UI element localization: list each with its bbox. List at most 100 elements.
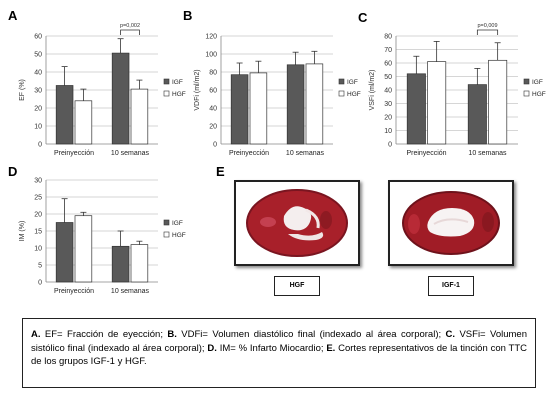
panel-label-e: E: [216, 164, 225, 179]
x-category-label: 10 semanas: [111, 150, 150, 157]
y-tick-label: 30: [34, 88, 42, 95]
x-category-label: 10 semanas: [286, 150, 325, 157]
x-category-label: Preinyección: [54, 288, 94, 295]
y-tick-label: 60: [209, 88, 217, 95]
chart-panel-d: D 0 5 10 15 20 25 30 IM (%) Preinyección 10 seman…: [8, 160, 198, 300]
chart-panel-c: C 0 10 20 30 40 50 60 70 80 VSFi (ml/m2) Preinyecc…: [358, 8, 548, 163]
bar-hgf: [249, 72, 268, 145]
caption-e-key: E.: [326, 342, 336, 354]
y-axis-title: VSFi (ml/m2): [369, 70, 376, 111]
panel-label-c: C: [358, 10, 368, 25]
y-tick-label: 0: [38, 142, 42, 149]
y-tick-label: 0: [38, 280, 42, 287]
igf1-heart-section-image: [388, 180, 514, 266]
figure-caption: A. EF= Fracción de eyección; B. VDFi= Vo…: [22, 318, 536, 388]
igf1-image-label: IGF-1: [428, 276, 474, 296]
bar-igf: [230, 74, 249, 145]
bar-hgf: [488, 59, 508, 145]
y-tick-label: 20: [384, 115, 392, 122]
significance-label: p=0,002: [120, 23, 140, 29]
chart-panel-a: A 0 10 20 30 40 50 60 EF (%) Preinyección 10 sema…: [8, 8, 188, 163]
legend-label-hgf: HGF: [347, 91, 361, 98]
y-tick-label: 40: [34, 70, 42, 77]
caption-a-key: A.: [31, 329, 41, 340]
bar-hgf: [74, 215, 93, 283]
y-axis-title: EF (%): [19, 79, 26, 101]
y-tick-label: 50: [34, 52, 42, 59]
x-category-label: Preinyección: [406, 150, 446, 157]
legend-swatch-igf: [338, 78, 345, 85]
hgf-heart-slice-drawing: [246, 189, 348, 257]
legend-label-igf: IGF: [347, 79, 358, 86]
y-tick-label: 50: [384, 74, 392, 81]
y-tick-label: 80: [209, 70, 217, 77]
x-category-label: Preinyección: [54, 150, 94, 157]
y-tick-label: 10: [34, 246, 42, 253]
y-tick-label: 40: [209, 106, 217, 113]
caption-a-text: EF= Fracción de eyección;: [40, 329, 168, 340]
y-tick-label: 60: [34, 34, 42, 41]
legend-swatch-hgf: [338, 90, 345, 97]
bar-chart-ef: 0 10 20 30 40 50 60 EF (%) Preinyección 10 semana…: [19, 23, 186, 157]
hgf-heart-section-image: [234, 180, 360, 266]
y-tick-label: 25: [34, 195, 42, 202]
legend-label-hgf: HGF: [532, 91, 546, 98]
panel-label-b: B: [183, 8, 193, 23]
caption-e-text: Cortes representativos de la tinción con…: [31, 342, 528, 368]
panel-label-d: D: [8, 164, 18, 179]
bar-igf: [111, 52, 130, 145]
y-tick-label: 30: [34, 178, 42, 185]
bar-igf: [55, 85, 74, 145]
legend-swatch-igf: [163, 219, 170, 226]
bar-hgf: [130, 88, 149, 145]
y-tick-label: 120: [205, 34, 217, 41]
bar-chart-vdfi: 0 20 40 60 80 100 120 VDFi (ml/m2) Preinyección 1…: [194, 34, 361, 158]
y-tick-label: 20: [34, 106, 42, 113]
y-tick-label: 20: [34, 212, 42, 219]
y-tick-label: 10: [34, 124, 42, 131]
legend-swatch-hgf: [163, 231, 170, 238]
x-category-label: Preinyección: [229, 150, 269, 157]
significance-bracket: [120, 29, 140, 35]
y-tick-label: 30: [384, 101, 392, 108]
legend-label-igf: IGF: [532, 79, 543, 86]
bar-igf: [406, 73, 426, 145]
bar-igf: [286, 64, 305, 145]
legend-label-hgf: HGF: [172, 91, 186, 98]
hgf-image-label: HGF: [274, 276, 320, 296]
y-tick-label: 60: [384, 61, 392, 68]
bar-igf: [111, 245, 130, 283]
bar-igf: [55, 222, 74, 283]
caption-c-key: C.: [445, 329, 456, 340]
legend-swatch-hgf: [163, 90, 170, 97]
bar-chart-im: 0 5 10 15 20 25 30 IM (%) Preinyección 10 semanas…: [19, 178, 186, 296]
bar-hgf: [74, 100, 93, 145]
y-tick-label: 100: [205, 52, 217, 59]
y-tick-label: 20: [209, 124, 217, 131]
legend-swatch-igf: [163, 78, 170, 85]
legend-swatch-hgf: [523, 90, 530, 97]
caption-d-key: D.: [207, 342, 217, 354]
caption-b-text: VDFi= Volumen diastólico final (indexado…: [176, 329, 446, 340]
bar-chart-vsfi: 0 10 20 30 40 50 60 70 80 VSFi (ml/m2) Preinyecció…: [369, 23, 546, 157]
caption-c-text: VSFi= Volumen sistólico final (indexado …: [31, 329, 527, 354]
y-axis-title: IM (%): [19, 221, 26, 242]
y-tick-label: 5: [38, 263, 42, 270]
bar-hgf: [427, 61, 447, 145]
y-tick-label: 10: [384, 128, 392, 135]
y-tick-label: 80: [384, 34, 392, 41]
panel-label-a: A: [8, 8, 18, 23]
x-category-label: 10 semanas: [468, 150, 507, 157]
caption-d-text: IM= % Infarto Miocardio;: [216, 342, 327, 354]
bar-igf: [467, 84, 487, 145]
y-tick-label: 40: [384, 88, 392, 95]
legend-label-igf: IGF: [172, 220, 183, 227]
y-tick-label: 0: [388, 142, 392, 149]
bar-hgf: [305, 63, 324, 145]
x-category-label: 10 semanas: [111, 288, 150, 295]
caption-b-key: B.: [167, 329, 177, 340]
legend-swatch-igf: [523, 78, 530, 85]
significance-bracket: [476, 29, 499, 35]
y-tick-label: 0: [213, 142, 217, 149]
y-tick-label: 15: [34, 229, 42, 236]
